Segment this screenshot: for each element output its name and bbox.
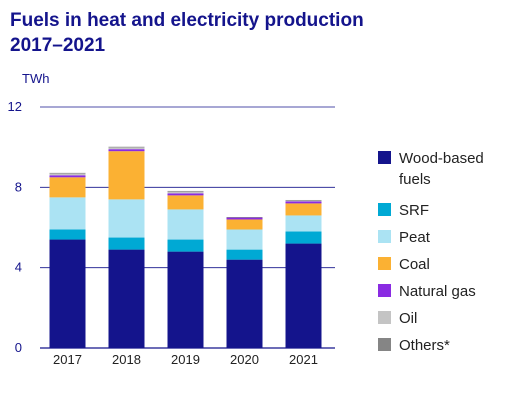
bar-segment xyxy=(226,229,263,250)
bar-segment xyxy=(285,215,322,232)
legend-item: Others* xyxy=(378,337,450,354)
x-axis-tick-labels: 2017 2018 2019 2020 2021 xyxy=(53,352,318,367)
bar-segment xyxy=(285,200,322,202)
x-tick-label: 2017 xyxy=(53,352,82,367)
bar-segment xyxy=(108,146,145,148)
bar-segment xyxy=(226,259,263,348)
y-tick-label: 0 xyxy=(15,340,22,355)
bar-segment xyxy=(285,199,322,201)
bar-stack-2020 xyxy=(226,217,263,348)
y-tick-label: 12 xyxy=(8,99,22,114)
legend-item: SRF xyxy=(378,202,429,219)
bar-segment xyxy=(49,173,86,176)
x-tick-label: 2019 xyxy=(171,352,200,367)
bar-segment xyxy=(108,199,145,238)
y-tick-label: 8 xyxy=(15,179,22,194)
bar-segment xyxy=(49,172,86,174)
legend-swatch xyxy=(378,311,391,324)
bar-segment xyxy=(108,151,145,200)
y-axis-tick-labels: 0 4 8 12 xyxy=(8,99,22,355)
bar-segment xyxy=(285,203,322,216)
y-tick-label: 4 xyxy=(15,260,22,275)
x-tick-label: 2021 xyxy=(289,352,318,367)
legend-label: SRF xyxy=(399,202,429,219)
bar-segment xyxy=(167,239,204,252)
y-axis-unit-label: TWh xyxy=(22,71,49,86)
legend-label: Wood-based fuels xyxy=(399,150,484,188)
bar-segment xyxy=(167,195,204,210)
bar-segment xyxy=(167,251,204,348)
bars xyxy=(49,146,322,348)
chart-title-line-2: 2017–2021 xyxy=(10,35,106,56)
legend-label: Peat xyxy=(399,229,431,246)
bar-segment xyxy=(226,217,263,220)
bar-segment xyxy=(226,249,263,260)
legend-label: Others* xyxy=(399,337,450,354)
bar-segment xyxy=(108,147,145,150)
legend-item: Coal xyxy=(378,256,430,273)
bar-segment xyxy=(108,249,145,348)
bar-segment xyxy=(49,197,86,230)
legend-label: Coal xyxy=(399,256,430,273)
legend-item: Wood-based fuels xyxy=(378,150,484,188)
bar-stack-2018 xyxy=(108,146,145,348)
bar-stack-2021 xyxy=(285,199,322,348)
chart-title-line-1: Fuels in heat and electricity production xyxy=(10,10,364,31)
bar-segment xyxy=(285,201,322,204)
legend-swatch xyxy=(378,338,391,351)
bar-segment xyxy=(167,190,204,192)
bar-segment xyxy=(49,229,86,240)
bar-segment xyxy=(226,219,263,230)
legend-label: Natural gas xyxy=(399,283,476,300)
legend-swatch xyxy=(378,257,391,270)
legend-item: Oil xyxy=(378,310,417,327)
legend-item: Peat xyxy=(378,229,431,246)
legend: Wood-based fuels SRF Peat Coal Natural gas Oil… xyxy=(378,150,484,354)
bar-segment xyxy=(285,231,322,244)
bar-segment xyxy=(108,237,145,250)
bar-segment xyxy=(167,191,204,194)
bar-segment xyxy=(167,209,204,240)
bar-segment xyxy=(285,243,322,348)
x-tick-label: 2020 xyxy=(230,352,259,367)
x-tick-label: 2018 xyxy=(112,352,141,367)
legend-swatch xyxy=(378,203,391,216)
bar-segment xyxy=(49,177,86,198)
bar-segment xyxy=(226,217,263,218)
bar-segment xyxy=(49,239,86,348)
bar-segment xyxy=(49,175,86,178)
bar-stack-2017 xyxy=(49,172,86,348)
legend-item: Natural gas xyxy=(378,283,476,300)
bar-stack-2019 xyxy=(167,190,204,348)
legend-swatch xyxy=(378,230,391,243)
legend-swatch xyxy=(378,284,391,297)
bar-segment xyxy=(108,149,145,152)
bar-segment xyxy=(167,193,204,196)
legend-label: Oil xyxy=(399,310,417,327)
legend-swatch xyxy=(378,151,391,164)
